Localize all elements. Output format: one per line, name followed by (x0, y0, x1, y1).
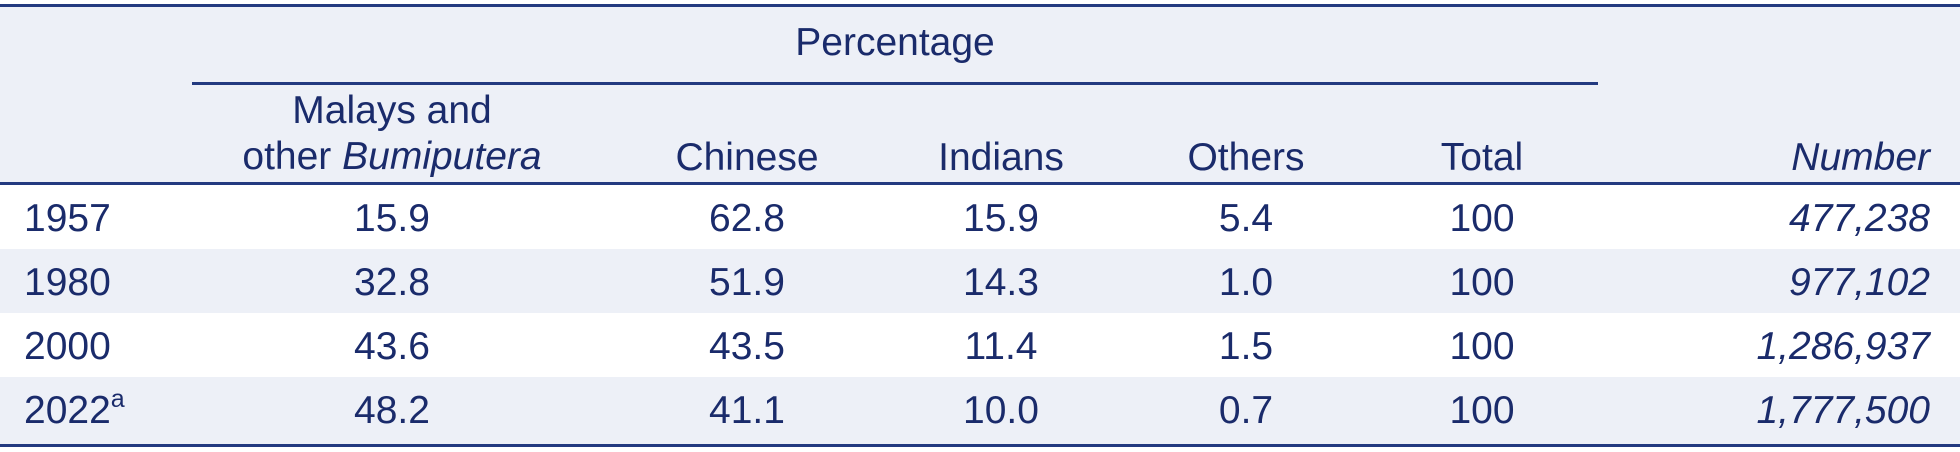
bottom-rule (0, 444, 1960, 447)
cell-malays: 43.6 (354, 325, 430, 368)
cell-malays: 32.8 (354, 261, 430, 304)
column-header-malays-line1: Malays and (292, 89, 492, 132)
row-year: 2022a (24, 385, 184, 434)
column-header-malays-prefix: other (242, 135, 343, 178)
column-header-malays-italic: Bumiputera (342, 135, 542, 178)
spanner-header-percentage: Percentage (795, 21, 995, 64)
cell-number: 977,102 (1789, 261, 1930, 304)
cell-chinese: 62.8 (709, 197, 785, 240)
row-year: 2000 (24, 324, 184, 370)
cell-indians: 15.9 (963, 197, 1039, 240)
header-background (0, 7, 1960, 182)
column-header-number: Number (1791, 136, 1930, 179)
row-background (0, 313, 1960, 377)
cell-total: 100 (1449, 261, 1515, 304)
cell-total: 100 (1449, 325, 1515, 368)
row-year: 1957 (24, 196, 184, 242)
cell-chinese: 41.1 (709, 389, 785, 432)
row-background (0, 377, 1960, 444)
cell-indians: 14.3 (963, 261, 1039, 304)
cell-others: 0.7 (1218, 389, 1274, 432)
row-year-value: 2000 (24, 325, 111, 368)
row-year: 1980 (24, 260, 184, 306)
cell-indians: 10.0 (963, 389, 1039, 432)
cell-total: 100 (1449, 197, 1515, 240)
header-rule (0, 182, 1960, 185)
cell-others: 5.4 (1218, 197, 1274, 240)
row-year-value: 1980 (24, 261, 111, 304)
cell-total: 100 (1449, 389, 1515, 432)
cell-chinese: 43.5 (709, 325, 785, 368)
footnote-marker: a (110, 385, 125, 413)
row-year-value: 2022 (24, 389, 111, 432)
cell-number: 477,238 (1789, 197, 1930, 240)
cell-number: 1,777,500 (1756, 389, 1930, 432)
column-header-malays: Malays and other Bumiputera (192, 88, 592, 180)
cell-malays: 48.2 (354, 389, 430, 432)
row-background (0, 249, 1960, 313)
top-rule (0, 4, 1960, 7)
row-background (0, 185, 1960, 249)
cell-malays: 15.9 (354, 197, 430, 240)
column-header-chinese: Chinese (675, 136, 819, 179)
cell-chinese: 51.9 (709, 261, 785, 304)
column-header-others: Others (1187, 136, 1305, 179)
cell-others: 1.0 (1218, 261, 1274, 304)
cell-number: 1,286,937 (1756, 325, 1930, 368)
column-header-malays-line2: other Bumiputera (192, 134, 592, 180)
cell-others: 1.5 (1218, 325, 1274, 368)
spanner-rule (192, 82, 1598, 85)
row-year-value: 1957 (24, 197, 111, 240)
column-header-total: Total (1440, 136, 1524, 179)
column-header-indians: Indians (938, 136, 1064, 179)
cell-indians: 11.4 (964, 325, 1038, 368)
